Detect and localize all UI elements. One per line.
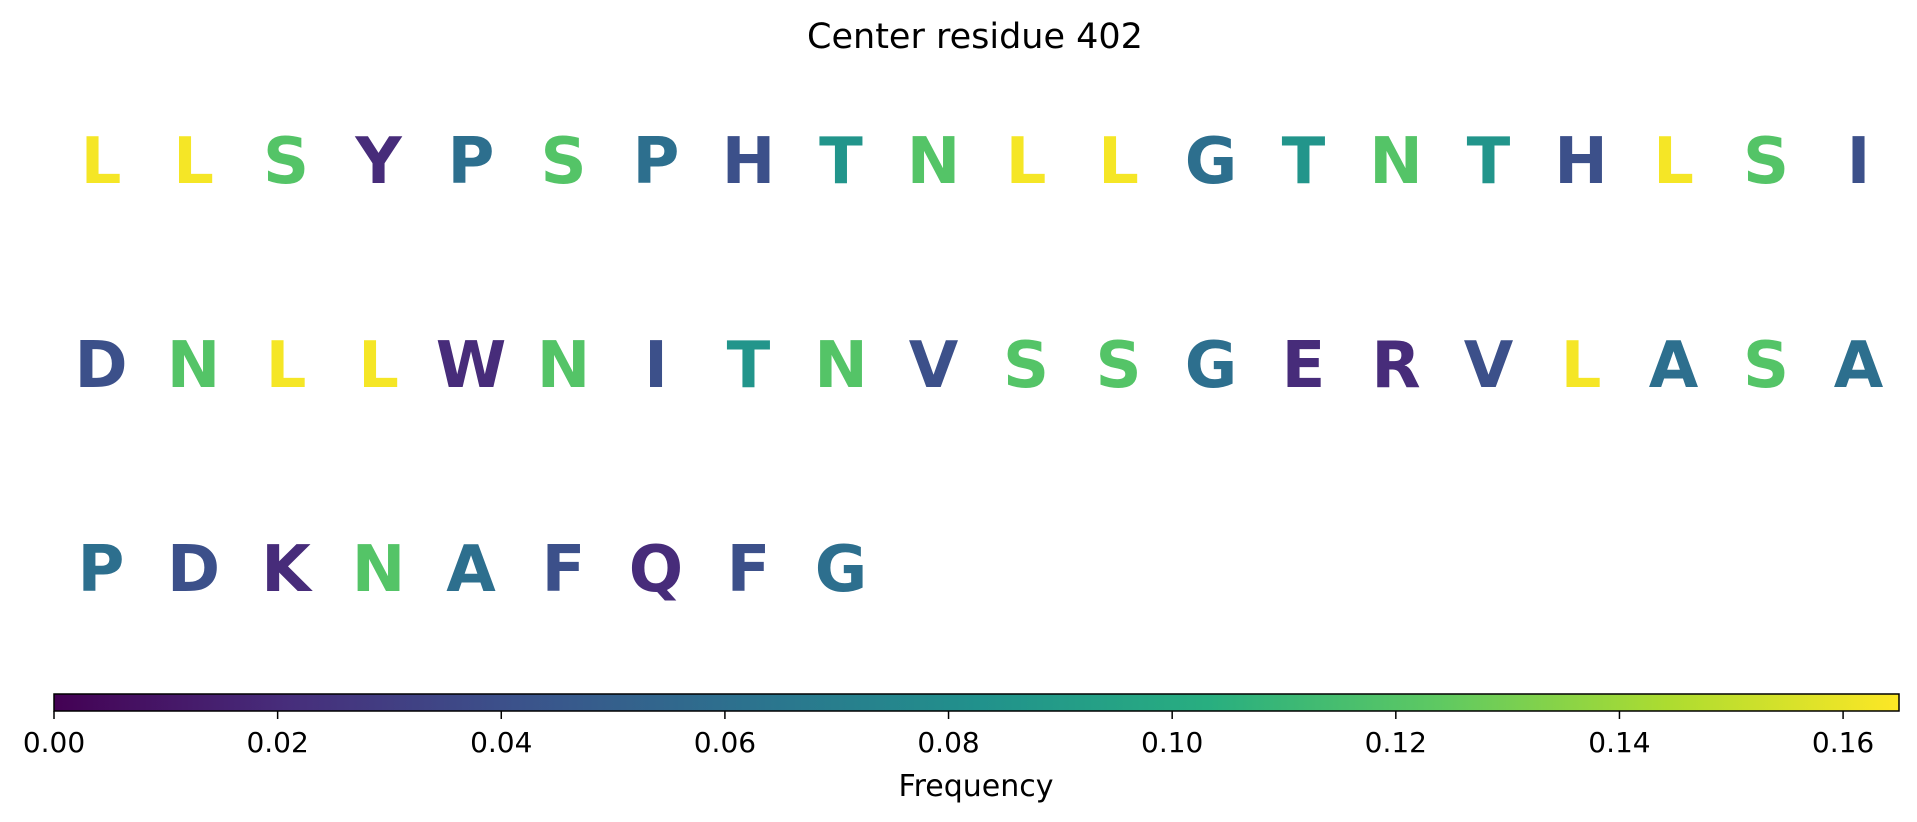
colorbar-gradient <box>53 693 1900 712</box>
residue-letter: H <box>1554 125 1608 199</box>
residue-letter: Q <box>629 533 683 607</box>
residue-letter: A <box>1834 329 1884 403</box>
colorbar-tick-label: 0.00 <box>23 726 85 759</box>
residue-letter: G <box>1185 125 1238 199</box>
residue-letter: S <box>540 125 586 199</box>
chart-title: Center residue 402 <box>807 17 1143 57</box>
residue-letter: T <box>1282 125 1326 199</box>
residue-letter: T <box>819 125 863 199</box>
residue-letter: S <box>263 125 309 199</box>
residue-grid: L L S Y P S P H T N L L G T N T H L S ID N L L W N I T N V S S G E R V L A S A… <box>74 125 1883 607</box>
residue-letter: F <box>542 533 586 607</box>
residue-letter: N <box>907 125 961 199</box>
colorbar: 0.00 0.02 0.04 0.06 0.08 0.10 0.12 0.14 0.16 Fre… <box>23 693 1900 804</box>
colorbar-tick-label: 0.04 <box>470 726 532 759</box>
colorbar-label: Frequency <box>899 769 1054 804</box>
colorbar-tick-label: 0.14 <box>1588 726 1650 759</box>
residue-letter: S <box>1743 329 1789 403</box>
residue-letter: H <box>722 125 776 199</box>
residue-letter: G <box>1185 329 1238 403</box>
colorbar-tick-label: 0.16 <box>1812 726 1874 759</box>
residue-letter: T <box>727 329 771 403</box>
residue-letter: R <box>1371 329 1420 403</box>
residue-letter: L <box>358 329 399 403</box>
residue-letter: E <box>1282 329 1326 403</box>
residue-letter: N <box>1369 125 1423 199</box>
residue-letter: N <box>814 329 868 403</box>
residue-letter: S <box>1743 125 1789 199</box>
residue-letter: L <box>81 125 122 199</box>
residue-letter: L <box>173 125 214 199</box>
residue-letter: Y <box>354 125 402 199</box>
residue-letter: V <box>1464 329 1514 403</box>
colorbar-tick-label: 0.02 <box>246 726 308 759</box>
residue-letter: P <box>448 125 495 199</box>
residue-letter: K <box>261 533 313 607</box>
residue-letter: A <box>446 533 496 607</box>
colorbar-tick-label: 0.10 <box>1141 726 1203 759</box>
residue-letter: W <box>436 329 507 403</box>
residue-letter: N <box>352 533 406 607</box>
residue-letter: I <box>644 329 668 403</box>
residue-letter: S <box>1095 329 1141 403</box>
residue-letter: T <box>1467 125 1511 199</box>
residue-letter: P <box>633 125 680 199</box>
residue-letter: A <box>1649 329 1699 403</box>
residue-letter: L <box>1561 329 1602 403</box>
colorbar-tick-label: 0.06 <box>694 726 756 759</box>
residue-letter: S <box>1003 329 1049 403</box>
residue-letter: L <box>1098 125 1139 199</box>
residue-letter: D <box>74 329 127 403</box>
residue-letter: I <box>1847 125 1871 199</box>
residue-letter: L <box>1006 125 1047 199</box>
residue-letter: F <box>727 533 771 607</box>
residue-letter: P <box>78 533 125 607</box>
residue-letter: L <box>266 329 307 403</box>
colorbar-tick-label: 0.08 <box>917 726 979 759</box>
residue-letter: N <box>537 329 591 403</box>
colorbar-ticks: 0.00 0.02 0.04 0.06 0.08 0.10 0.12 0.14 0.16 <box>23 711 1874 759</box>
residue-letter: L <box>1653 125 1694 199</box>
residue-letter: G <box>815 533 868 607</box>
residue-letter: V <box>909 329 959 403</box>
colorbar-tick-label: 0.12 <box>1365 726 1427 759</box>
residue-letter: D <box>167 533 220 607</box>
residue-letter: N <box>167 329 221 403</box>
